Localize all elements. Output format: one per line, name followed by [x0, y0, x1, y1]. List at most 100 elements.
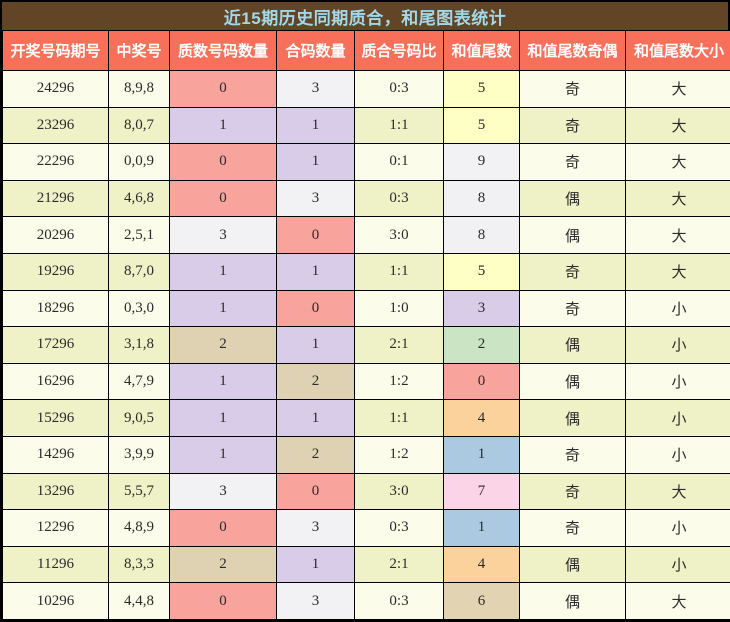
prime-count-cell: 1 [169, 435, 277, 474]
period-cell: 20296 [2, 216, 109, 254]
ratio-cell: 0:3 [354, 179, 444, 218]
table-row: 24296 8,9,8 0 3 0:3 5 奇大 [2, 70, 730, 108]
winning-numbers-cell: 4,8,9 [108, 509, 170, 547]
period-cell: 13296 [2, 472, 109, 511]
period-cell: 21296 [2, 179, 109, 218]
composite-count-cell: 1 [276, 326, 355, 364]
column-header: 中奖号 [108, 30, 170, 71]
column-header: 和值尾数奇偶 [519, 30, 626, 71]
sum-tail-cell: 5 [443, 106, 520, 145]
sum-tail-cell: 9 [443, 143, 520, 181]
size-cell: 大 [625, 252, 730, 291]
composite-count-cell: 3 [276, 582, 355, 620]
table-row: 10296 4,4,8 0 3 0:3 6 偶大 [2, 582, 730, 620]
ratio-cell: 1:2 [354, 435, 444, 474]
prime-count-cell: 0 [169, 143, 277, 181]
prime-count-cell: 0 [169, 179, 277, 218]
parity-cell: 奇 [519, 143, 626, 181]
parity-cell: 奇 [519, 472, 626, 511]
prime-count-cell: 2 [169, 545, 277, 584]
winning-numbers-cell: 0,0,9 [108, 143, 170, 181]
ratio-cell: 1:2 [354, 362, 444, 401]
sum-tail-cell: 0 [443, 362, 520, 401]
period-cell: 10296 [2, 582, 109, 620]
ratio-cell: 0:3 [354, 509, 444, 547]
winning-numbers-cell: 2,5,1 [108, 216, 170, 254]
ratio-cell: 1:1 [354, 399, 444, 437]
parity-cell: 奇 [519, 106, 626, 145]
column-header: 质合号码比 [354, 30, 444, 71]
table-row: 21296 4,6,8 0 3 0:3 8 偶大 [2, 179, 730, 218]
period-cell: 22296 [2, 143, 109, 181]
sum-tail-cell: 4 [443, 399, 520, 437]
composite-count-cell: 3 [276, 509, 355, 547]
composite-count-cell: 2 [276, 435, 355, 474]
sum-tail-cell: 5 [443, 252, 520, 291]
composite-count-cell: 2 [276, 362, 355, 401]
page-title: 近15期历史同期质合，和尾图表统计 [223, 8, 507, 28]
composite-count-cell: 3 [276, 179, 355, 218]
size-cell: 大 [625, 472, 730, 511]
table-row: 13296 5,5,7 3 0 3:0 7 奇大 [2, 472, 730, 511]
composite-count-cell: 1 [276, 545, 355, 584]
table-row: 18296 0,3,0 1 0 1:0 3 奇小 [2, 289, 730, 328]
prime-count-cell: 1 [169, 289, 277, 328]
sum-tail-cell: 6 [443, 582, 520, 620]
column-header: 开奖号码期号 [2, 30, 109, 71]
parity-cell: 奇 [519, 70, 626, 108]
period-cell: 19296 [2, 252, 109, 291]
ratio-cell: 2:1 [354, 545, 444, 584]
period-cell: 23296 [2, 106, 109, 145]
ratio-cell: 1:0 [354, 289, 444, 328]
sum-tail-cell: 8 [443, 179, 520, 218]
sum-tail-cell: 1 [443, 435, 520, 474]
sum-tail-cell: 1 [443, 509, 520, 547]
winning-numbers-cell: 0,3,0 [108, 289, 170, 328]
table-row: 17296 3,1,8 2 1 2:1 2 偶小 [2, 326, 730, 364]
column-header: 合码数量 [276, 30, 355, 71]
composite-count-cell: 3 [276, 70, 355, 108]
table-row: 11296 8,3,3 2 1 2:1 4 偶小 [2, 545, 730, 584]
parity-cell: 奇 [519, 252, 626, 291]
period-cell: 18296 [2, 289, 109, 328]
prime-count-cell: 1 [169, 399, 277, 437]
winning-numbers-cell: 5,5,7 [108, 472, 170, 511]
winning-numbers-cell: 8,7,0 [108, 252, 170, 291]
header-row: 开奖号码期号 中奖号 质数号码数量 合码数量 质合号码比 和值尾数 和值尾数奇偶 和值尾数大小 [2, 30, 730, 71]
ratio-cell: 2:1 [354, 326, 444, 364]
table-row: 14296 3,9,9 1 2 1:2 1 奇小 [2, 435, 730, 474]
sum-tail-cell: 7 [443, 472, 520, 511]
winning-numbers-cell: 9,0,5 [108, 399, 170, 437]
table-row: 22296 0,0,9 0 1 0:1 9 奇大 [2, 143, 730, 181]
table-row: 20296 2,5,1 3 0 3:0 8 偶大 [2, 216, 730, 254]
parity-cell: 偶 [519, 582, 626, 620]
parity-cell: 偶 [519, 326, 626, 364]
winning-numbers-cell: 8,9,8 [108, 70, 170, 108]
prime-count-cell: 0 [169, 582, 277, 620]
winning-numbers-cell: 3,1,8 [108, 326, 170, 364]
parity-cell: 偶 [519, 545, 626, 584]
size-cell: 小 [625, 545, 730, 584]
ratio-cell: 0:1 [354, 143, 444, 181]
sum-tail-cell: 3 [443, 289, 520, 328]
ratio-cell: 1:1 [354, 252, 444, 291]
parity-cell: 偶 [519, 216, 626, 254]
parity-cell: 偶 [519, 399, 626, 437]
size-cell: 大 [625, 70, 730, 108]
size-cell: 大 [625, 216, 730, 254]
winning-numbers-cell: 4,6,8 [108, 179, 170, 218]
parity-cell: 偶 [519, 362, 626, 401]
size-cell: 小 [625, 399, 730, 437]
ratio-cell: 0:3 [354, 70, 444, 108]
size-cell: 大 [625, 582, 730, 620]
stats-table: 开奖号码期号 中奖号 质数号码数量 合码数量 质合号码比 和值尾数 和值尾数奇偶 和值尾数大小… [2, 30, 730, 620]
ratio-cell: 3:0 [354, 472, 444, 511]
table-row: 19296 8,7,0 1 1 1:1 5 奇大 [2, 252, 730, 291]
table-row: 12296 4,8,9 0 3 0:3 1 奇小 [2, 509, 730, 547]
composite-count-cell: 1 [276, 399, 355, 437]
size-cell: 小 [625, 509, 730, 547]
size-cell: 小 [625, 435, 730, 474]
composite-count-cell: 0 [276, 289, 355, 328]
period-cell: 17296 [2, 326, 109, 364]
parity-cell: 奇 [519, 509, 626, 547]
